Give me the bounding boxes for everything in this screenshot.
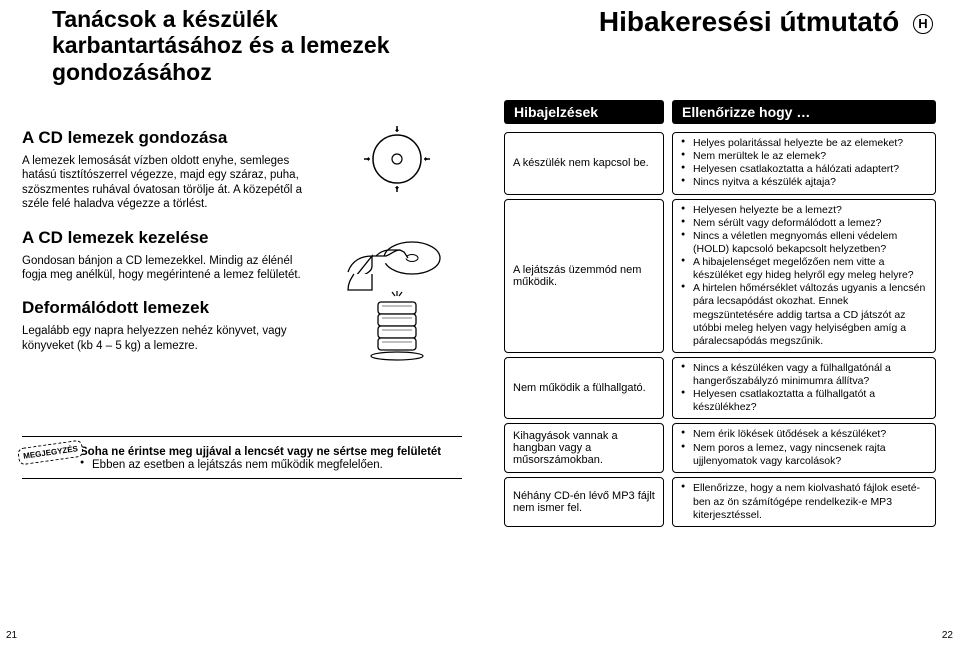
divider <box>22 436 462 437</box>
symptom-cell: A készülék nem kapcsol be. <box>504 132 664 195</box>
check-item: Nincs a készüléken vagy a fülhallgatónál… <box>681 362 927 388</box>
section-body: A lemezek lemosását vízben oldott enyhe,… <box>22 154 312 212</box>
header-checks: Ellenőrizze hogy … <box>672 100 936 124</box>
check-item: A hibajelenséget megelőzően nem vitte a … <box>681 256 927 282</box>
table-header: Hibajelzések Ellenőrizze hogy … <box>504 100 936 124</box>
check-item: Nem poros a lemez, vagy nincsenek rajta … <box>681 442 927 468</box>
header-symptoms: Hibajelzések <box>504 100 664 124</box>
symptom-cell: Kihagyások vannak a hangban vagy a műsor… <box>504 423 664 473</box>
checks-cell: Helyesen helyezte be a lemezt? Nem sérül… <box>672 199 936 353</box>
language-badge: H <box>913 14 933 34</box>
note-box: MEGJEGYZÉS Soha ne érintse meg ujjával a… <box>22 440 462 479</box>
check-item: Ellenőrizze, hogy a nem kiolvasható fájl… <box>681 482 927 521</box>
table-row: A készülék nem kapcsol be. Helyes polari… <box>504 132 936 195</box>
books-icon <box>332 290 462 375</box>
check-item: Nem merültek le az elemek? <box>681 150 927 163</box>
table-row: Néhány CD-én lévő MP3 fájlt nem ismer fe… <box>504 477 936 526</box>
title-right-text: Hibakeresési útmutató <box>599 6 899 37</box>
symptom-cell: A lejátszás üzemmód nem működik. <box>504 199 664 353</box>
table-row: Nem működik a fülhallgató. Nincs a készü… <box>504 357 936 420</box>
symptom-cell: Nem működik a fülhallgató. <box>504 357 664 420</box>
page-title-right: Hibakeresési útmutató H <box>599 6 933 38</box>
check-item: Nem érik lökések ütődések a készüléket? <box>681 428 927 441</box>
checks-cell: Nem érik lökések ütődések a készüléket? … <box>672 423 936 473</box>
checks-cell: Helyes polaritással helyezte be az eleme… <box>672 132 936 195</box>
check-item: Nem sérült vagy deformálódott a lemez? <box>681 217 927 230</box>
table-row: A lejátszás üzemmód nem működik. Helyese… <box>504 199 936 353</box>
check-item: Nincs a véletlen megnyomás elleni védele… <box>681 230 927 256</box>
section-body: Legalább egy napra helyezzen nehéz könyv… <box>22 324 312 353</box>
check-item: Nincs nyitva a készülék ajtaja? <box>681 176 927 189</box>
disc-wipe-icon <box>332 124 462 199</box>
check-item: Helyesen helyezte be a lemezt? <box>681 204 927 217</box>
check-item: Helyesen csatlakoztatta a fülhallgatót a… <box>681 388 927 414</box>
check-item: A hirtelen hőmérséklet változás ugyanis … <box>681 282 927 348</box>
page-number-right: 22 <box>942 630 953 641</box>
section-deformed: Deformálódott lemezek Legalább egy napra… <box>22 298 462 353</box>
page-title-left: Tanácsok a készülék karbantartásához és … <box>52 6 442 85</box>
section-body: Gondosan bánjon a CD lemezekkel. Mindig … <box>22 254 312 283</box>
note-sub: Ebben az esetben a lejátszás nem működik… <box>80 458 462 472</box>
section-handling: A CD lemezek kezelése Gondosan bánjon a … <box>22 228 462 283</box>
table-row: Kihagyások vannak a hangban vagy a műsor… <box>504 423 936 473</box>
note-main: Soha ne érintse meg ujjával a lencsét va… <box>80 446 462 458</box>
check-item: Helyes polaritással helyezte be az eleme… <box>681 137 927 150</box>
troubleshoot-table: Hibajelzések Ellenőrizze hogy … A készül… <box>504 100 936 531</box>
page-number-left: 21 <box>6 630 17 641</box>
checks-cell: Nincs a készüléken vagy a fülhallgatónál… <box>672 357 936 420</box>
check-item: Helyesen csatlakoztatta a hálózati adapt… <box>681 163 927 176</box>
checks-cell: Ellenőrizze, hogy a nem kiolvasható fájl… <box>672 477 936 526</box>
left-column: A CD lemezek gondozása A lemezek lemosás… <box>22 128 462 369</box>
note-badge: MEGJEGYZÉS <box>17 440 84 466</box>
symptom-cell: Néhány CD-én lévő MP3 fájlt nem ismer fe… <box>504 477 664 526</box>
section-care: A CD lemezek gondozása A lemezek lemosás… <box>22 128 462 212</box>
